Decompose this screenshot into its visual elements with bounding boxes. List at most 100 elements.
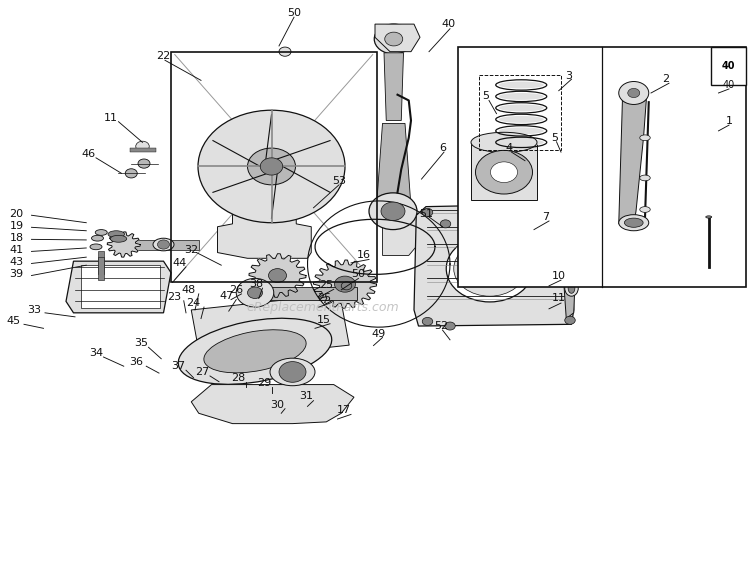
Ellipse shape (108, 231, 124, 238)
Ellipse shape (499, 93, 544, 100)
Bar (478, 75, 561, 150)
Text: 51: 51 (419, 208, 433, 219)
Circle shape (565, 316, 575, 324)
Polygon shape (384, 53, 404, 121)
Circle shape (385, 32, 403, 46)
Ellipse shape (178, 318, 332, 385)
Text: 26: 26 (230, 285, 243, 295)
Text: 40: 40 (722, 61, 735, 71)
Text: 34: 34 (89, 348, 103, 358)
Text: 45: 45 (7, 316, 20, 327)
Text: 53: 53 (332, 176, 346, 186)
Text: 15: 15 (317, 315, 331, 325)
Ellipse shape (471, 132, 537, 152)
Text: 50: 50 (287, 7, 301, 18)
Bar (98, 257, 104, 280)
Bar (128, 240, 199, 250)
Text: 38: 38 (250, 279, 263, 289)
Ellipse shape (640, 207, 650, 212)
Polygon shape (107, 232, 140, 257)
Text: 46: 46 (82, 149, 95, 159)
Text: 36: 36 (130, 356, 143, 367)
Polygon shape (217, 201, 311, 258)
Text: 6: 6 (439, 143, 446, 153)
Ellipse shape (568, 283, 574, 293)
Circle shape (445, 322, 455, 330)
Text: 41: 41 (10, 245, 23, 255)
Bar (171, 52, 376, 282)
Ellipse shape (706, 216, 712, 218)
Circle shape (279, 362, 306, 382)
Polygon shape (249, 254, 306, 297)
Bar (471, 142, 537, 200)
Circle shape (490, 162, 517, 183)
Ellipse shape (640, 135, 650, 141)
Text: 1: 1 (725, 115, 733, 126)
Circle shape (422, 208, 433, 216)
Text: 5: 5 (551, 133, 559, 143)
Text: 28: 28 (231, 373, 246, 383)
Text: 33: 33 (27, 305, 40, 315)
Text: 37: 37 (172, 361, 185, 371)
Bar (711, 47, 746, 85)
Text: 39: 39 (10, 269, 23, 279)
Ellipse shape (499, 104, 544, 111)
Ellipse shape (565, 280, 578, 296)
Circle shape (158, 240, 170, 249)
Text: 48: 48 (182, 285, 196, 295)
Circle shape (381, 202, 405, 220)
Circle shape (125, 169, 137, 178)
Text: 43: 43 (10, 257, 23, 267)
Text: 49: 49 (372, 329, 386, 339)
Text: 44: 44 (172, 258, 188, 268)
Polygon shape (414, 204, 574, 326)
Text: 47: 47 (219, 290, 234, 301)
Ellipse shape (270, 358, 315, 386)
Text: 29: 29 (256, 378, 272, 389)
Text: 20: 20 (10, 208, 23, 219)
Ellipse shape (204, 329, 306, 373)
Text: 40: 40 (442, 19, 455, 29)
Text: 52: 52 (434, 321, 448, 331)
Text: 24: 24 (186, 298, 201, 308)
Text: 5: 5 (482, 91, 490, 102)
Ellipse shape (499, 127, 544, 134)
Text: 27: 27 (195, 367, 209, 377)
Circle shape (454, 241, 526, 296)
Bar (130, 148, 156, 152)
Circle shape (198, 110, 345, 223)
Text: 11: 11 (104, 113, 118, 123)
Circle shape (248, 287, 262, 298)
Circle shape (628, 88, 640, 98)
Text: 3: 3 (565, 71, 572, 81)
Text: 25: 25 (320, 280, 333, 290)
Text: 25: 25 (317, 293, 331, 304)
Polygon shape (314, 260, 376, 308)
Circle shape (341, 282, 352, 290)
Text: 7: 7 (542, 212, 550, 222)
Text: 23: 23 (167, 292, 181, 302)
Text: 32: 32 (184, 245, 198, 255)
Polygon shape (382, 204, 418, 255)
Text: 2: 2 (662, 74, 670, 84)
Polygon shape (191, 385, 354, 424)
Text: 10: 10 (552, 270, 566, 281)
Circle shape (374, 24, 413, 54)
Ellipse shape (110, 235, 127, 242)
Text: 18: 18 (10, 232, 23, 243)
Circle shape (469, 253, 511, 285)
Circle shape (369, 193, 417, 230)
Ellipse shape (153, 238, 174, 251)
Bar (81, 265, 160, 308)
Text: 31: 31 (299, 391, 313, 401)
Circle shape (440, 220, 451, 228)
Text: 17: 17 (337, 405, 350, 416)
Circle shape (565, 203, 575, 211)
Ellipse shape (499, 116, 544, 123)
Polygon shape (562, 207, 576, 319)
Text: 19: 19 (10, 220, 23, 231)
Text: 35: 35 (134, 338, 148, 348)
Polygon shape (376, 123, 411, 207)
Text: 40: 40 (723, 80, 735, 90)
Circle shape (248, 148, 296, 185)
